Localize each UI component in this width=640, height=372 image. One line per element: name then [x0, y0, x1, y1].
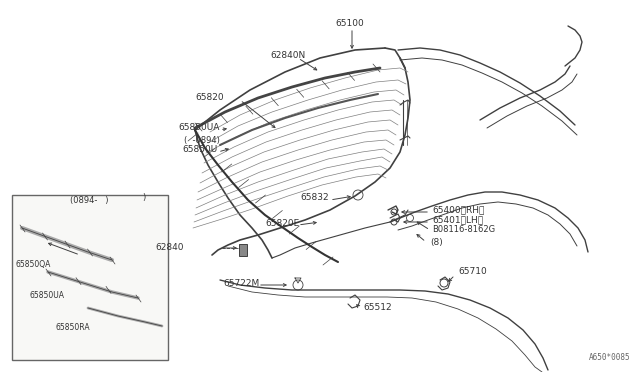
Text: 65850UA: 65850UA	[30, 291, 65, 299]
Text: 65820: 65820	[195, 93, 223, 102]
Text: ): )	[142, 193, 145, 202]
Text: 65100: 65100	[335, 19, 364, 29]
Text: 65512: 65512	[363, 304, 392, 312]
Text: 62840N: 62840N	[270, 51, 305, 60]
Text: 65850UA: 65850UA	[178, 124, 220, 132]
Text: 65850U: 65850U	[182, 145, 217, 154]
Text: 65401〈LH〉: 65401〈LH〉	[432, 215, 483, 224]
Text: 65850RA: 65850RA	[55, 324, 90, 333]
Text: 65850QA: 65850QA	[16, 260, 51, 269]
Text: 65820E: 65820E	[265, 218, 300, 228]
Text: 62840: 62840	[155, 244, 184, 253]
Text: (8): (8)	[430, 237, 443, 247]
Text: (  -0894): ( -0894)	[184, 135, 220, 144]
Text: (0894-   ): (0894- )	[70, 196, 109, 205]
Bar	[239, 244, 247, 256]
Text: 65400〈RH〉: 65400〈RH〉	[432, 205, 484, 215]
Text: B08116-8162G: B08116-8162G	[432, 225, 495, 234]
Bar	[12, 195, 168, 360]
Text: 65722M: 65722M	[223, 279, 259, 288]
Text: 65710: 65710	[458, 267, 487, 276]
Text: 65832: 65832	[300, 193, 328, 202]
Text: A650*0085: A650*0085	[588, 353, 630, 362]
